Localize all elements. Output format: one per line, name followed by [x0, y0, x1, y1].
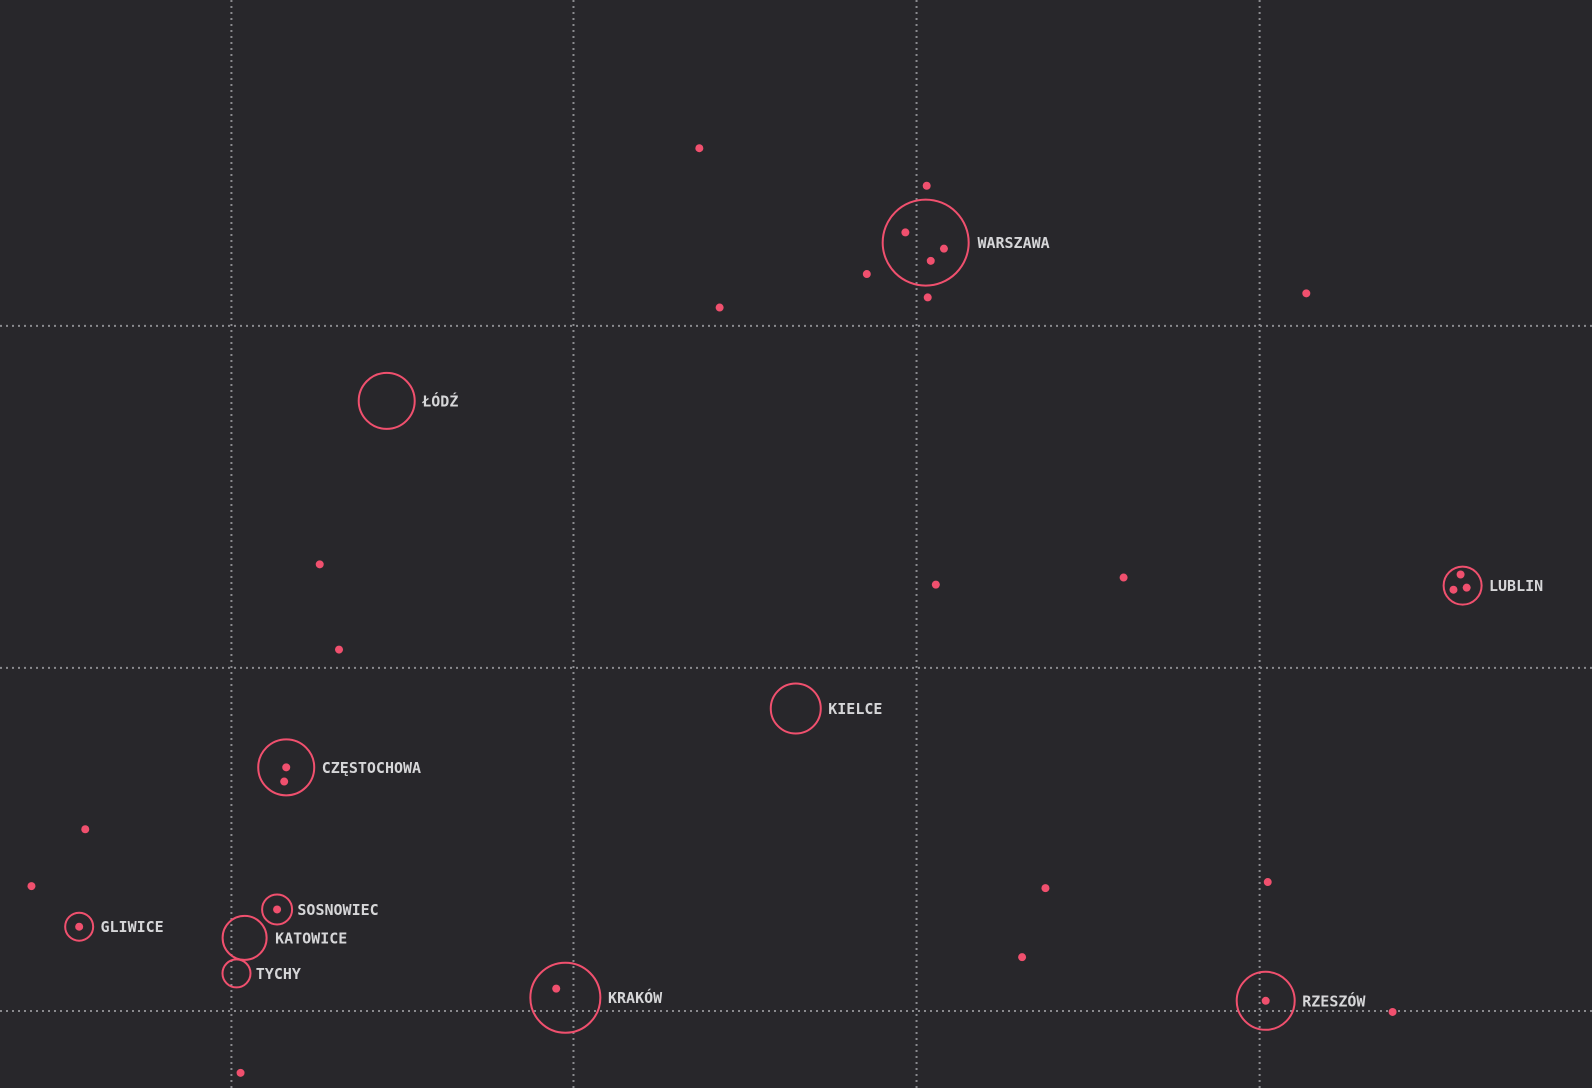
city-label: KATOWICE [275, 929, 347, 947]
point-marker[interactable] [926, 256, 935, 265]
city-marker[interactable]: RZESZÓW [1235, 970, 1367, 1031]
city-label: RZESZÓW [1302, 991, 1366, 1010]
city-marker[interactable]: KIELCE [769, 682, 883, 735]
city-marker[interactable]: WARSZAWA [881, 198, 1050, 287]
point-marker[interactable] [1263, 878, 1272, 887]
point-marker[interactable] [335, 645, 344, 654]
point-markers [27, 144, 1471, 1077]
point-marker[interactable] [315, 560, 324, 569]
city-ring[interactable] [261, 893, 294, 926]
city-marker[interactable]: LUBLIN [1442, 565, 1544, 606]
city-ring[interactable] [221, 914, 268, 961]
city-ring[interactable] [769, 682, 822, 735]
point-marker[interactable] [27, 882, 36, 891]
city-ring[interactable] [1235, 970, 1296, 1031]
point-marker[interactable] [280, 777, 289, 786]
point-marker[interactable] [1449, 585, 1458, 594]
point-marker[interactable] [75, 922, 84, 931]
city-marker[interactable]: CZĘSTOCHOWA [257, 738, 421, 797]
city-label: KRAKÓW [608, 988, 663, 1007]
city-ring[interactable] [881, 198, 970, 287]
point-marker[interactable] [1261, 996, 1270, 1005]
city-ring[interactable] [64, 911, 95, 942]
city-marker[interactable]: KRAKÓW [529, 961, 663, 1034]
point-marker[interactable] [715, 303, 724, 312]
city-ring[interactable] [221, 958, 252, 989]
point-marker[interactable] [1018, 953, 1027, 962]
point-marker[interactable] [282, 763, 291, 772]
point-marker[interactable] [552, 984, 561, 993]
city-label: TYCHY [256, 965, 301, 983]
point-marker[interactable] [273, 905, 282, 914]
point-marker[interactable] [1041, 884, 1050, 893]
point-marker[interactable] [695, 144, 704, 153]
city-ring[interactable] [1442, 565, 1483, 606]
city-marker[interactable]: GLIWICE [64, 911, 164, 942]
city-markers: WARSZAWA ŁÓDŹ LUBLIN KIELCE CZĘSTOCHOWA SOSNO… [64, 198, 1544, 1034]
city-label: LUBLIN [1489, 577, 1543, 595]
point-marker[interactable] [931, 580, 940, 589]
point-marker[interactable] [1388, 1007, 1397, 1016]
city-marker[interactable]: KATOWICE [221, 914, 348, 961]
point-marker[interactable] [81, 825, 90, 834]
point-marker[interactable] [1119, 573, 1128, 582]
city-label: KIELCE [828, 700, 882, 718]
city-ring[interactable] [529, 961, 602, 1034]
point-marker[interactable] [1462, 583, 1471, 592]
point-marker[interactable] [901, 228, 910, 237]
city-label: WARSZAWA [977, 234, 1049, 252]
point-marker[interactable] [939, 244, 948, 253]
city-label: CZĘSTOCHOWA [322, 759, 421, 777]
point-marker[interactable] [923, 293, 932, 302]
point-marker[interactable] [862, 270, 871, 279]
point-marker[interactable] [1456, 570, 1465, 579]
city-marker[interactable]: SOSNOWIEC [261, 893, 379, 926]
point-marker[interactable] [236, 1068, 245, 1077]
point-marker[interactable] [1302, 289, 1311, 298]
city-label: SOSNOWIEC [297, 901, 378, 919]
city-label: GLIWICE [100, 918, 163, 936]
city-ring[interactable] [357, 371, 416, 430]
city-marker[interactable]: ŁÓDŹ [357, 371, 459, 430]
city-marker[interactable]: TYCHY [221, 958, 301, 989]
city-ring[interactable] [257, 738, 316, 797]
city-label: ŁÓDŹ [421, 391, 458, 410]
point-marker[interactable] [922, 181, 931, 190]
